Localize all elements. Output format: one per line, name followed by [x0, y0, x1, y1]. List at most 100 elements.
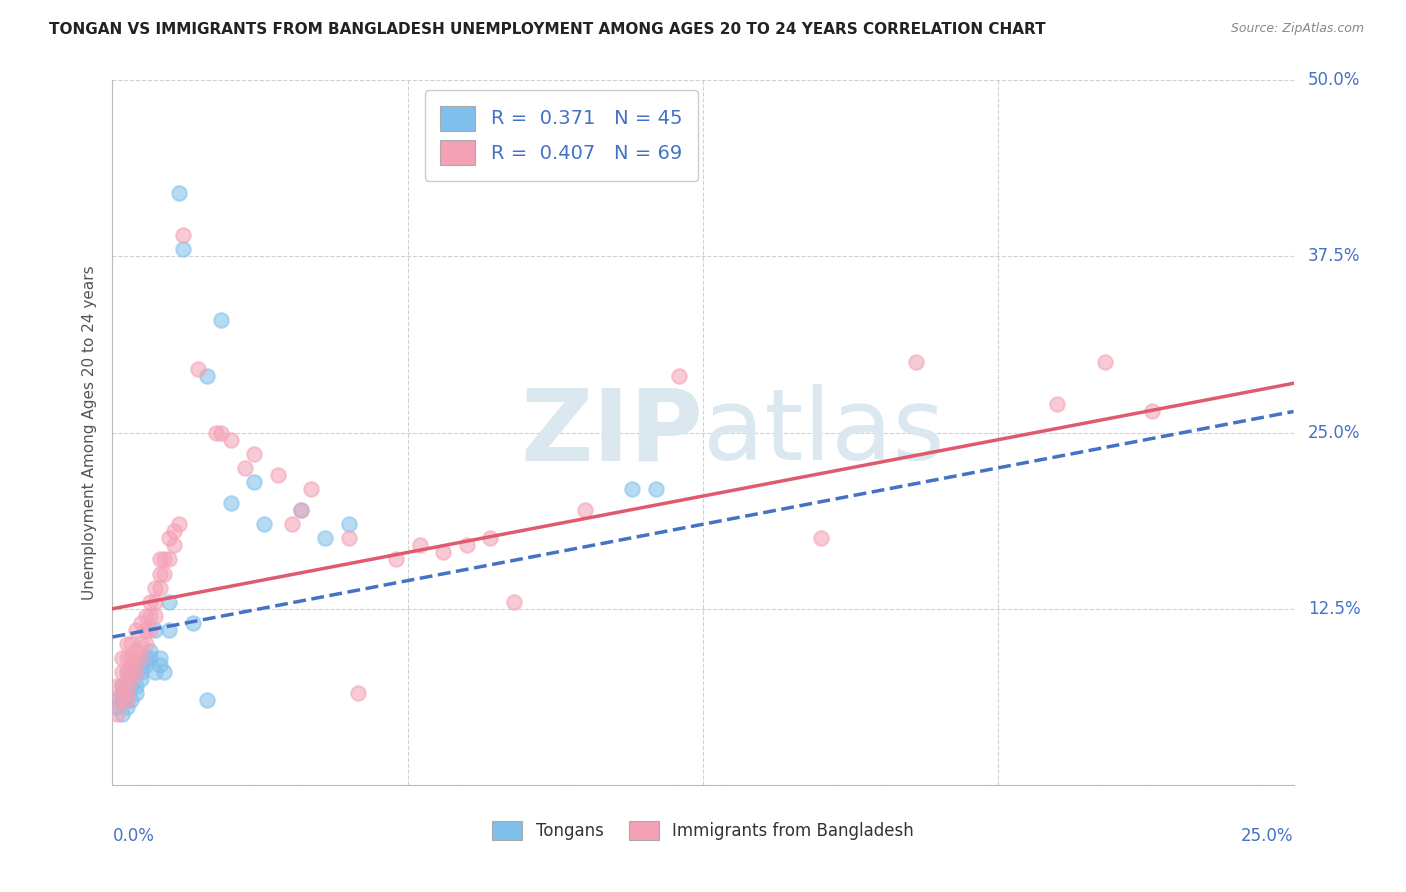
Point — [574, 503, 596, 517]
Point — [904, 355, 927, 369]
Point — [219, 496, 242, 510]
Point — [408, 538, 430, 552]
Point — [181, 615, 204, 630]
Point — [219, 433, 242, 447]
Point — [139, 644, 162, 658]
Point — [290, 503, 312, 517]
Point — [135, 651, 157, 665]
Point — [347, 686, 370, 700]
Point — [195, 369, 218, 384]
Text: 37.5%: 37.5% — [1308, 247, 1360, 266]
Point — [337, 532, 360, 546]
Text: 25.0%: 25.0% — [1241, 827, 1294, 846]
Point — [115, 693, 138, 707]
Point — [253, 517, 276, 532]
Point — [209, 313, 232, 327]
Point — [115, 679, 138, 693]
Point — [167, 186, 190, 200]
Text: 12.5%: 12.5% — [1308, 599, 1361, 618]
Point — [1140, 404, 1163, 418]
Point — [1094, 355, 1116, 369]
Point — [143, 595, 166, 609]
Point — [290, 503, 312, 517]
Point — [149, 651, 172, 665]
Legend: Tongans, Immigrants from Bangladesh: Tongans, Immigrants from Bangladesh — [485, 814, 921, 847]
Point — [129, 637, 152, 651]
Point — [163, 524, 186, 539]
Point — [143, 581, 166, 595]
Point — [115, 686, 138, 700]
Point — [479, 532, 502, 546]
Point — [314, 532, 336, 546]
Point — [195, 693, 218, 707]
Point — [644, 482, 666, 496]
Point — [129, 665, 152, 680]
Point — [120, 679, 142, 693]
Point — [115, 665, 138, 680]
Point — [243, 475, 266, 489]
Point — [157, 595, 180, 609]
Point — [125, 679, 148, 693]
Point — [120, 665, 142, 680]
Point — [115, 651, 138, 665]
Point — [125, 665, 148, 680]
Point — [120, 693, 142, 707]
Point — [129, 658, 152, 673]
Point — [135, 658, 157, 673]
Point — [115, 700, 138, 714]
Text: 25.0%: 25.0% — [1308, 424, 1360, 442]
Point — [105, 693, 128, 707]
Point — [111, 707, 134, 722]
Point — [243, 447, 266, 461]
Point — [129, 615, 152, 630]
Point — [143, 623, 166, 637]
Y-axis label: Unemployment Among Ages 20 to 24 years: Unemployment Among Ages 20 to 24 years — [82, 265, 97, 600]
Point — [115, 686, 138, 700]
Point — [143, 665, 166, 680]
Point — [111, 665, 134, 680]
Point — [111, 693, 134, 707]
Point — [668, 369, 690, 384]
Point — [139, 623, 162, 637]
Point — [129, 651, 152, 665]
Point — [111, 679, 134, 693]
Point — [810, 532, 832, 546]
Point — [385, 552, 408, 566]
Point — [503, 595, 526, 609]
Point — [205, 425, 228, 440]
Point — [209, 425, 232, 440]
Point — [621, 482, 644, 496]
Point — [115, 693, 138, 707]
Point — [1046, 397, 1069, 411]
Point — [172, 243, 194, 257]
Point — [149, 581, 172, 595]
Point — [120, 673, 142, 687]
Point — [129, 673, 152, 687]
Point — [135, 608, 157, 623]
Point — [456, 538, 478, 552]
Point — [125, 686, 148, 700]
Point — [120, 665, 142, 680]
Point — [105, 679, 128, 693]
Point — [281, 517, 304, 532]
Point — [105, 693, 128, 707]
Point — [125, 644, 148, 658]
Point — [167, 517, 190, 532]
Point — [172, 228, 194, 243]
Point — [157, 532, 180, 546]
Point — [111, 686, 134, 700]
Point — [233, 460, 256, 475]
Point — [149, 658, 172, 673]
Point — [125, 665, 148, 680]
Text: atlas: atlas — [703, 384, 945, 481]
Point — [143, 608, 166, 623]
Point — [157, 552, 180, 566]
Text: TONGAN VS IMMIGRANTS FROM BANGLADESH UNEMPLOYMENT AMONG AGES 20 TO 24 YEARS CORR: TONGAN VS IMMIGRANTS FROM BANGLADESH UNE… — [49, 22, 1046, 37]
Point — [139, 608, 162, 623]
Text: Source: ZipAtlas.com: Source: ZipAtlas.com — [1230, 22, 1364, 36]
Point — [115, 665, 138, 680]
Point — [267, 467, 290, 482]
Point — [153, 552, 176, 566]
Point — [120, 637, 142, 651]
Point — [135, 637, 157, 651]
